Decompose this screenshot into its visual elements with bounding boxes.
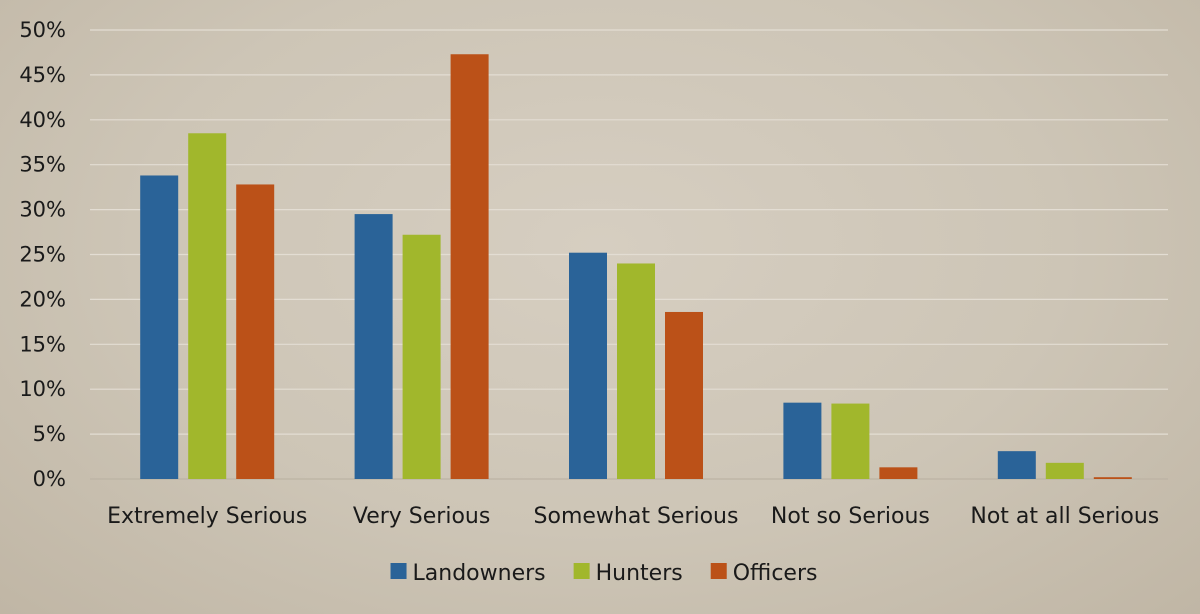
x-category-label: Extremely Serious — [107, 504, 307, 529]
legend-item-hunters: Hunters — [573, 561, 683, 586]
bar-hunters-3 — [617, 263, 655, 479]
x-category-label: Very Serious — [353, 504, 490, 529]
bar-officers-3 — [665, 311, 703, 479]
x-category-label: Not so Serious — [771, 504, 930, 529]
legend-item-landowners: Landowners — [390, 561, 546, 586]
bar-hunters-4 — [831, 403, 870, 479]
y-tick-label: 25% — [19, 243, 66, 267]
legend-swatch — [710, 563, 727, 579]
bars — [140, 54, 1132, 479]
x-category-label: Not at all Serious — [970, 504, 1159, 529]
y-tick-label: 35% — [19, 153, 66, 177]
bar-landowners-2 — [354, 214, 393, 479]
y-tick-label: 50% — [19, 18, 66, 42]
y-tick-label: 45% — [19, 63, 66, 87]
legend-swatch — [390, 563, 407, 579]
bar-hunters-2 — [402, 234, 441, 479]
bar-officers-4 — [879, 467, 918, 479]
bar-landowners-5 — [997, 451, 1036, 479]
x-category-label: Somewhat Serious — [534, 504, 739, 529]
bar-officers-1 — [236, 184, 275, 479]
legend-label: Officers — [733, 561, 818, 586]
y-tick-label: 0% — [33, 467, 66, 491]
legend-label: Landowners — [413, 561, 546, 586]
bar-hunters-1 — [188, 133, 227, 479]
y-tick-label: 20% — [19, 287, 66, 311]
y-tick-label: 30% — [19, 198, 66, 222]
x-axis-categories: Extremely Serious Very Serious Somewhat Se… — [107, 504, 1159, 529]
y-tick-label: 5% — [33, 422, 66, 446]
legend: Landowners Hunters Officers — [390, 561, 818, 586]
y-tick-label: 40% — [19, 108, 66, 132]
bar-officers-2 — [450, 54, 489, 479]
bar-hunters-5 — [1045, 462, 1084, 479]
legend-label: Hunters — [596, 561, 683, 586]
y-tick-label: 10% — [19, 377, 66, 401]
legend-swatch — [573, 563, 590, 579]
bar-landowners-3 — [569, 252, 607, 479]
y-axis-ticks: 0% 5% 10% 15% 20% 25% 30% 35% 40% 45% 50% — [19, 18, 66, 491]
bar-landowners-1 — [140, 175, 179, 479]
bar-officers-5 — [1093, 477, 1132, 479]
bar-landowners-4 — [783, 402, 822, 479]
legend-item-officers: Officers — [710, 561, 818, 586]
y-tick-label: 15% — [19, 332, 66, 356]
